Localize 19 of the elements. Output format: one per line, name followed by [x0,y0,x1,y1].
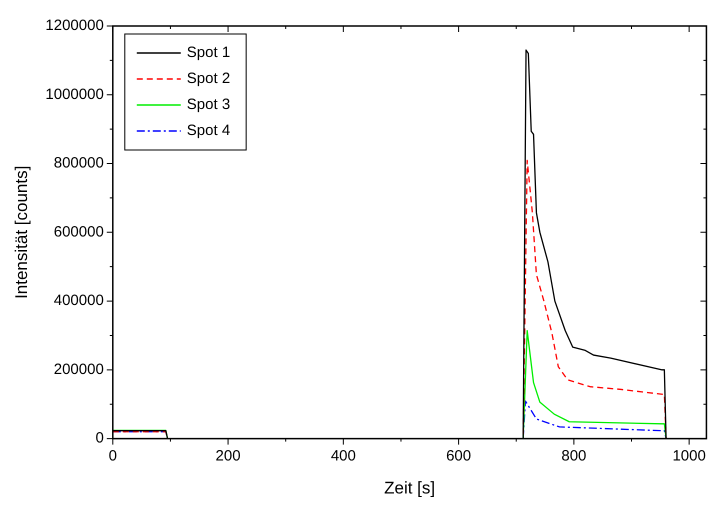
x-tick-label: 1000 [672,448,706,465]
y-tick-label: 400000 [54,292,104,310]
legend-label: Spot 1 [186,44,230,62]
x-tick-label: 0 [108,448,117,465]
x-axis-title: Zeit [s] [384,478,436,498]
y-tick-label: 1200000 [45,17,104,34]
y-tick-label: 0 [95,430,104,447]
legend-label: Spot 4 [186,122,230,140]
x-tick-label: 400 [330,448,356,465]
x-tick-label: 800 [561,448,586,465]
y-tick-label: 200000 [54,360,104,378]
x-tick-label: 600 [446,448,472,465]
legend-label: Spot 3 [186,96,230,114]
legend-label: Spot 2 [186,70,230,88]
y-tick-label: 1000000 [45,86,104,103]
y-axis-title: Intensität [counts] [12,166,31,299]
y-tick-label: 600000 [54,223,104,240]
x-tick-label: 200 [216,448,241,465]
y-tick-label: 800000 [54,154,104,172]
